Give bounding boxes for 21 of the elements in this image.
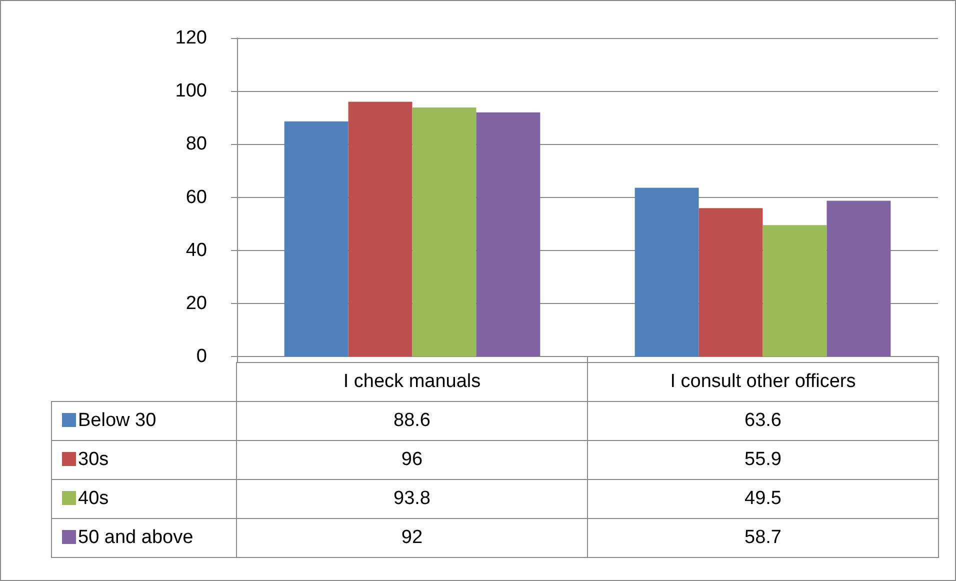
data-label: 88.6 (236, 402, 588, 440)
y-tick-label: 100 (175, 80, 207, 102)
legend-label: Below 30 (52, 402, 236, 440)
legend-label: 30s (52, 440, 236, 480)
data-label: 58.7 (588, 518, 938, 558)
data-label: 92 (236, 518, 588, 558)
legend-label: 40s (52, 480, 236, 518)
y-tick-label: 80 (186, 134, 207, 155)
data-label: 49.5 (588, 480, 938, 518)
legend-label: 50 and above (52, 518, 236, 558)
y-tick-label: 0 (196, 346, 207, 367)
data-label: 63.6 (588, 402, 938, 440)
y-tick-label: 40 (186, 240, 207, 261)
y-tick-label: 60 (186, 186, 207, 208)
y-tick-label: 20 (186, 292, 207, 314)
y-tick-label: 120 (175, 28, 207, 48)
data-label: 96 (236, 440, 588, 480)
data-label: 55.9 (588, 440, 938, 480)
x-tick-label: I check manuals (236, 362, 588, 402)
data-label: 93.8 (236, 480, 588, 518)
x-tick-label: I consult other officers (588, 362, 938, 402)
